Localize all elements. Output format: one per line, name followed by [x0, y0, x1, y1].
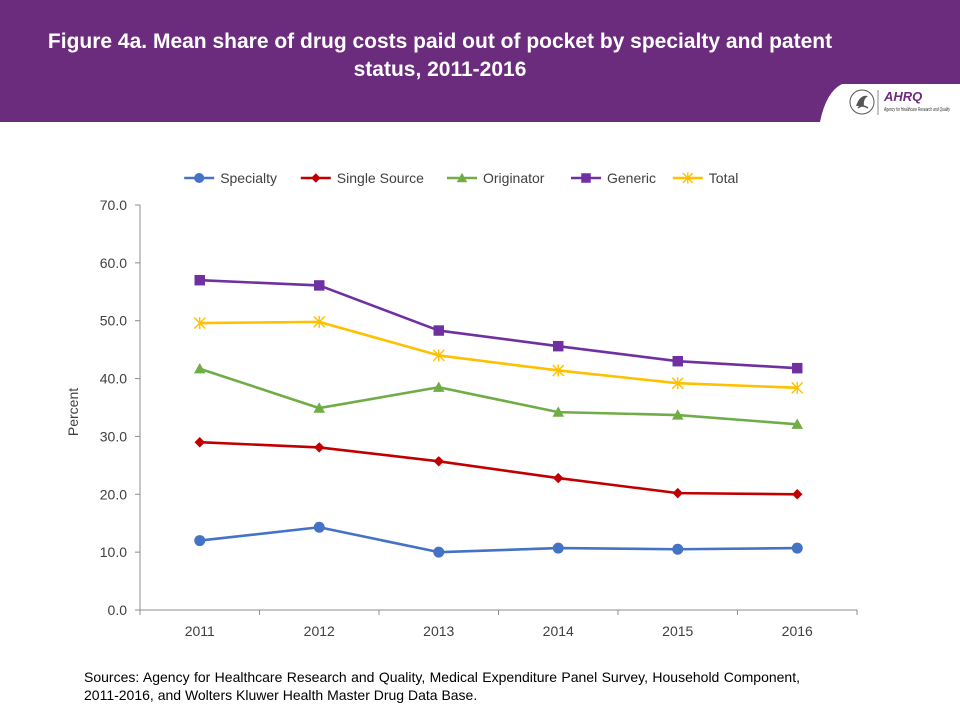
title-banner [0, 0, 960, 122]
legend-label: Originator [483, 170, 545, 186]
data-point-total [671, 377, 684, 390]
data-point-specialty [194, 535, 206, 547]
series-originator [193, 362, 804, 429]
data-point-total [791, 381, 804, 394]
y-tick-label: 30.0 [100, 428, 127, 444]
y-tick-label: 60.0 [100, 255, 127, 271]
data-point-specialty [433, 546, 445, 558]
y-axis: 0.0 10.0 20.0 30.0 40.0 50.0 60.0 70.0 [100, 197, 141, 618]
series-specialty [194, 521, 803, 558]
plot-area [193, 274, 804, 558]
data-point-specialty [672, 543, 684, 555]
series-line-total [199, 320, 798, 390]
data-point-single-source [314, 442, 325, 453]
page-title: Figure 4a. Mean share of drug costs paid… [47, 30, 833, 81]
legend-item-specialty: Specialty [184, 170, 277, 186]
data-point-originator [791, 418, 804, 429]
data-point-specialty [313, 521, 325, 533]
ahrq-logo-text: AHRQ [883, 89, 922, 104]
y-tick-label: 50.0 [100, 313, 127, 329]
data-point-total [193, 316, 206, 330]
legend-marker [456, 172, 468, 183]
data-point-originator [193, 362, 206, 374]
data-point-total [552, 364, 565, 377]
data-point-generic [792, 362, 803, 374]
legend-item-total: Total [672, 170, 739, 186]
legend-label: Total [709, 170, 739, 186]
data-point-originator [432, 381, 445, 392]
legend-marker [311, 173, 321, 183]
data-point-total [432, 349, 445, 362]
x-tick-label: 2015 [662, 623, 693, 639]
data-point-originator [313, 402, 326, 413]
data-point-generic [194, 274, 205, 286]
series-line-originator [199, 367, 798, 426]
series-line-specialty [199, 525, 798, 554]
y-tick-label: 10.0 [100, 544, 127, 560]
ahrq-logo: AHRQ Agency for Healthcare Research and … [848, 84, 956, 120]
data-point-generic [433, 325, 444, 336]
data-point-generic [314, 280, 325, 291]
data-point-total [313, 315, 326, 328]
ahrq-logo-tagline: Agency for Healthcare Research and Quali… [883, 107, 950, 113]
legend-marker [581, 173, 591, 183]
data-point-single-source [792, 489, 803, 500]
data-point-specialty [791, 542, 803, 554]
data-point-single-source [433, 456, 444, 467]
legend-label: Generic [607, 170, 656, 186]
data-point-originator [552, 406, 565, 417]
series-line-generic [199, 278, 798, 370]
y-tick-label: 70.0 [100, 197, 127, 213]
source-note: Sources: Agency for Healthcare Research … [84, 669, 800, 703]
legend-label: Specialty [220, 170, 277, 186]
data-point-generic [553, 340, 564, 352]
data-point-single-source [672, 487, 683, 499]
data-point-generic [672, 355, 683, 367]
legend-label: Single Source [337, 170, 424, 186]
data-point-specialty [552, 542, 564, 554]
legend-marker [194, 173, 205, 183]
hhs-eagle-icon [849, 89, 875, 115]
series-line-single-source [199, 440, 798, 496]
x-tick-label: 2014 [543, 623, 574, 639]
legend-item-generic: Generic [571, 170, 656, 186]
legend-item-originator: Originator [447, 170, 545, 186]
data-point-single-source [194, 436, 205, 448]
y-axis-label: Percent [65, 388, 81, 436]
x-tick-label: 2013 [423, 623, 454, 639]
x-tick-label: 2016 [782, 623, 813, 639]
legend-marker [682, 172, 694, 184]
x-axis: 2011 2012 2013 2014 2015 2016 [139, 609, 858, 639]
series-generic [194, 274, 803, 374]
series-total [193, 315, 804, 394]
y-tick-label: 20.0 [100, 486, 127, 502]
series-single-source [194, 436, 803, 500]
x-tick-label: 2012 [304, 623, 335, 639]
legend-item-single-source: Single Source [300, 170, 424, 186]
y-tick-label: 40.0 [100, 371, 127, 387]
chart-legend: Specialty Single Source Originator Generic T… [184, 170, 738, 186]
data-point-originator [671, 409, 684, 420]
y-tick-label: 0.0 [108, 602, 128, 618]
x-tick-label: 2011 [185, 623, 215, 639]
data-point-single-source [553, 472, 564, 484]
